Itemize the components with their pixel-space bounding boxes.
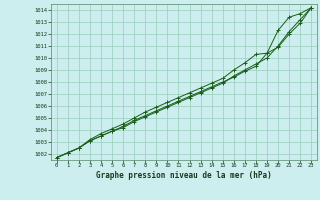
X-axis label: Graphe pression niveau de la mer (hPa): Graphe pression niveau de la mer (hPa) (96, 171, 272, 180)
